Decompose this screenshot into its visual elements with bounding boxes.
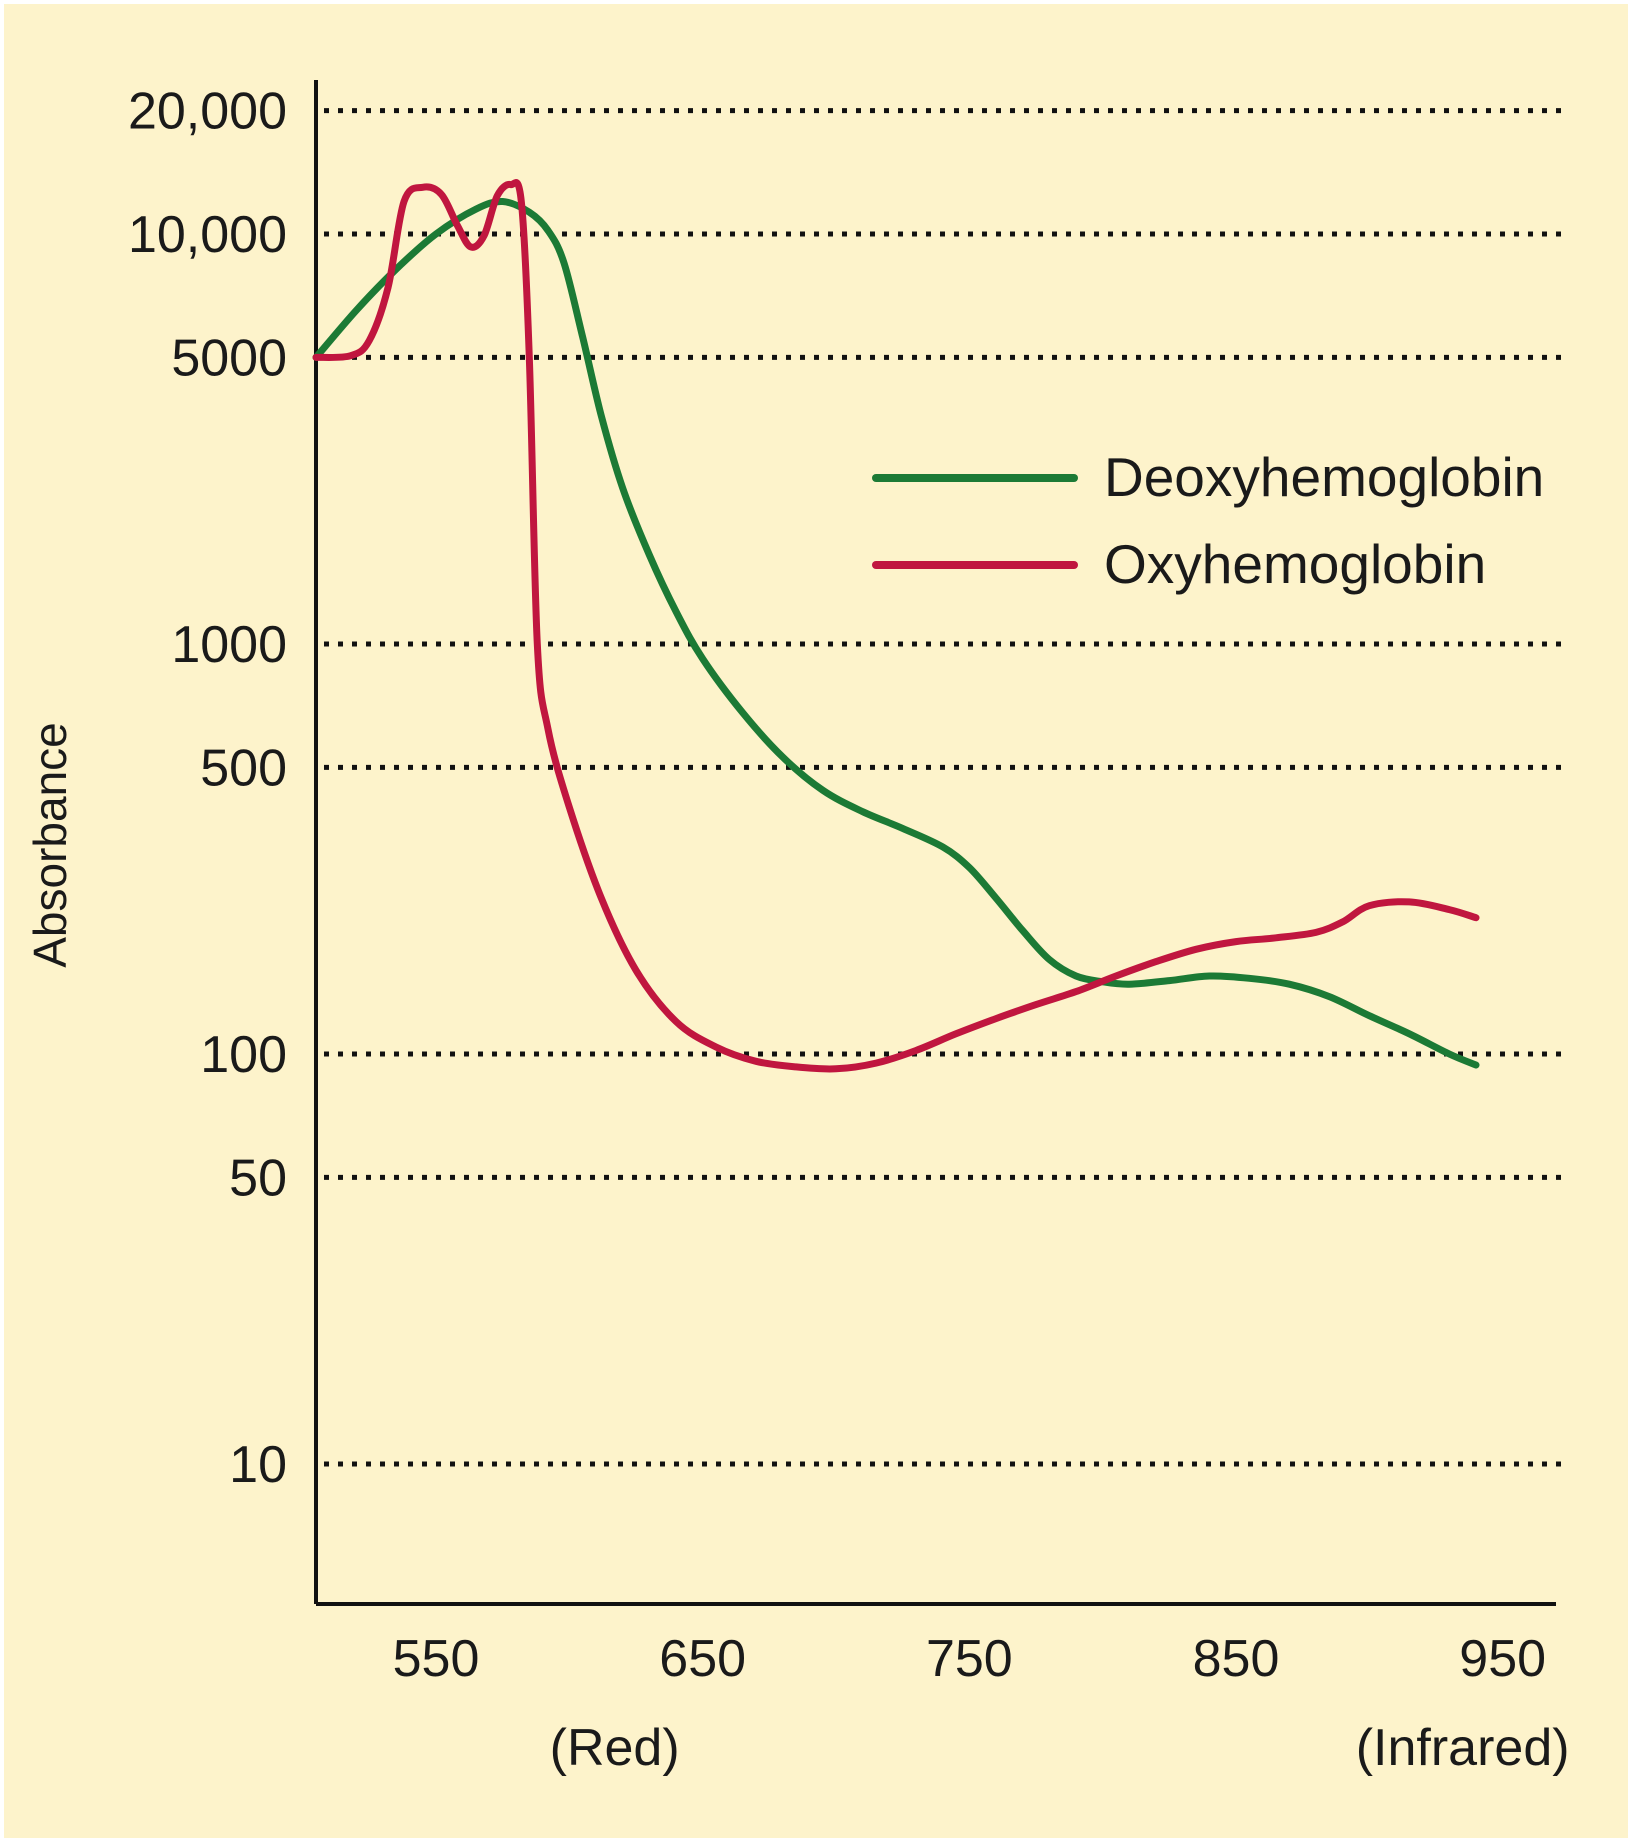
legend-label-oxyhemoglobin: Oxyhemoglobin xyxy=(1104,533,1486,595)
y-tick-label-10: 10 xyxy=(229,1436,287,1494)
y-tick-label-20000: 20,000 xyxy=(128,83,287,141)
y-tick-label-100: 100 xyxy=(200,1026,287,1084)
y-tick-label-1000: 1000 xyxy=(171,616,287,674)
x-annotation-red: (Red) xyxy=(550,1719,680,1777)
x-tick-label-850: 850 xyxy=(1193,1630,1280,1688)
x-tick-label-650: 650 xyxy=(659,1630,746,1688)
x-tick-label-750: 750 xyxy=(926,1630,1013,1688)
legend: Deoxyhemoglobin Oxyhemoglobin xyxy=(872,446,1544,595)
y-tick-labels: 20,000 10,000 5000 1000 500 100 50 10 xyxy=(128,83,287,1494)
y-tick-label-500: 500 xyxy=(200,739,287,797)
x-annotations: (Red) (Infrared) xyxy=(550,1719,1570,1777)
series-line-deoxyhemoglobin xyxy=(312,197,1480,1069)
y-tick-label-10000: 10,000 xyxy=(128,206,287,264)
y-tick-label-5000: 5000 xyxy=(171,329,287,387)
series-lines xyxy=(312,179,1480,1073)
series-line-oxyhemoglobin xyxy=(312,179,1480,1073)
axes xyxy=(314,80,1556,1606)
chart-background xyxy=(4,4,1628,1838)
gridlines xyxy=(324,108,1566,1467)
y-axis-label: Absorbance xyxy=(24,722,76,968)
x-tick-label-550: 550 xyxy=(393,1630,480,1688)
x-tick-label-950: 950 xyxy=(1459,1630,1546,1688)
y-tick-label-50: 50 xyxy=(229,1149,287,1207)
legend-label-deoxyhemoglobin: Deoxyhemoglobin xyxy=(1104,446,1544,508)
x-annotation-infrared: (Infrared) xyxy=(1356,1719,1570,1777)
x-tick-labels: 550 650 750 850 950 xyxy=(393,1630,1546,1688)
